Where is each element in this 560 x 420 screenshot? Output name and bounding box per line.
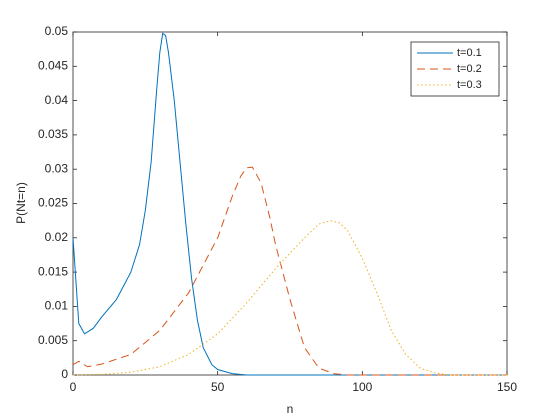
y-tick-label: 0.045 [38, 58, 68, 72]
y-tick-label: 0.015 [38, 264, 68, 278]
y-tick-label: 0.025 [38, 196, 68, 210]
x-tick-label: 0 [70, 380, 77, 394]
legend-label: t=0.3 [457, 79, 482, 91]
y-tick-label: 0.04 [45, 93, 69, 107]
legend-label: t=0.2 [457, 63, 482, 75]
y-tick-label: 0.01 [45, 299, 69, 313]
y-tick-label: 0.005 [38, 333, 68, 347]
series-line [72, 166, 507, 376]
y-tick-label: 0.035 [38, 127, 68, 141]
y-axis-label: P(Nt=n) [14, 182, 28, 224]
legend-box [410, 41, 500, 97]
x-tick-label: 100 [352, 380, 372, 394]
y-tick-label: 0.03 [45, 161, 69, 175]
legend-label: t=0.1 [457, 47, 482, 59]
y-tick-label: 0.05 [45, 24, 69, 38]
x-axis-label: n [287, 402, 294, 416]
series-line [72, 32, 507, 376]
x-tick-label: 150 [497, 380, 517, 394]
x-tick-label: 50 [211, 380, 225, 394]
y-tick-label: 0 [61, 367, 68, 381]
y-tick-label: 0.02 [45, 230, 69, 244]
